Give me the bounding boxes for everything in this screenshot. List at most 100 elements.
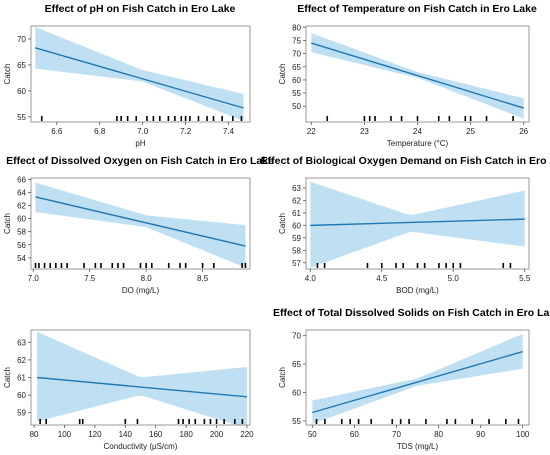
y-tick-label: 60 [17, 215, 26, 224]
y-tick-label: 60 [292, 221, 301, 230]
x-tick-label: 80 [30, 430, 39, 439]
x-tick-label: 100 [516, 430, 530, 439]
y-tick-label: 54 [17, 254, 26, 263]
x-axis-label: TDS (mg/L) [397, 442, 439, 451]
x-tick-label: 4.0 [305, 274, 317, 283]
y-tick-label: 60 [17, 87, 26, 96]
y-tick-label: 65 [292, 63, 301, 72]
y-tick-label: 70 [292, 332, 301, 341]
x-tick-label: 4.5 [376, 274, 388, 283]
x-tick-label: 80 [434, 430, 443, 439]
x-tick-label: 6.6 [51, 127, 63, 136]
y-tick-label: 58 [17, 228, 26, 237]
x-tick-label: 140 [119, 430, 133, 439]
y-tick-label: 55 [292, 417, 301, 426]
confidence-band [37, 331, 247, 425]
x-tick-label: 7.5 [84, 274, 96, 283]
confidence-band [312, 333, 523, 424]
panel-title: Effect of Dissolved Oxygen on Fish Catch… [6, 155, 274, 167]
y-tick-label: 70 [292, 50, 301, 59]
y-tick-label: 64 [17, 188, 26, 197]
x-tick-label: 22 [307, 127, 316, 136]
y-tick-label: 80 [292, 23, 301, 32]
confidence-band [35, 27, 244, 121]
chart-panel: Effect of Biological Oxygen Demand on Fi… [261, 155, 550, 295]
y-tick-label: 55 [17, 113, 26, 122]
y-tick-label: 65 [17, 61, 26, 70]
x-tick-label: 7.0 [137, 127, 149, 136]
x-tick-label: 5.5 [519, 274, 531, 283]
y-tick-label: 59 [292, 234, 301, 243]
x-tick-label: 23 [360, 127, 369, 136]
y-axis-label: Catch [278, 213, 287, 234]
panel-title: Effect of Total Dissolved Solids on Fish… [273, 307, 550, 319]
x-tick-label: 8.0 [141, 274, 153, 283]
x-tick-label: 180 [179, 430, 193, 439]
panel-title: Effect of Temperature on Fish Catch in E… [297, 3, 537, 15]
y-axis-label: Catch [3, 367, 12, 388]
y-tick-label: 62 [292, 196, 301, 205]
x-tick-label: 60 [350, 430, 359, 439]
y-axis-label: Catch [278, 64, 287, 85]
fit-line [310, 218, 525, 227]
y-tick-label: 58 [292, 246, 301, 255]
y-tick-label: 62 [17, 201, 26, 210]
plot-frame [30, 177, 251, 270]
fit-line [35, 47, 244, 109]
plot-frame [305, 329, 530, 426]
y-tick-label: 60 [17, 391, 26, 400]
plot-frame [305, 177, 530, 270]
x-tick-label: 6.8 [94, 127, 106, 136]
panel-title: Effect of Biological Oxygen Demand on Fi… [261, 155, 550, 167]
x-axis-label: Conductivity (µS/cm) [104, 442, 178, 451]
chart-panel: 80 100 120 140 160 180 200 220 59 60 61 62 63 Conduct… [3, 329, 254, 451]
plot-frame [30, 25, 251, 123]
y-tick-label: 56 [17, 241, 26, 250]
fit-line [311, 42, 524, 109]
y-tick-label: 55 [292, 89, 301, 98]
x-tick-label: 7.2 [180, 127, 192, 136]
y-axis-label: Catch [278, 367, 287, 388]
x-axis-label: pH [135, 139, 145, 148]
x-tick-label: 25 [466, 127, 475, 136]
y-tick-label: 57 [292, 259, 301, 268]
fit-line [37, 376, 248, 398]
chart-panel: Effect of Total Dissolved Solids on Fish… [273, 307, 550, 451]
x-axis-label: Temperature (°C) [387, 139, 449, 148]
y-tick-label: 75 [292, 36, 301, 45]
x-tick-label: 7.4 [223, 127, 235, 136]
y-tick-label: 60 [292, 389, 301, 398]
x-tick-label: 26 [519, 127, 528, 136]
chart-panel: Effect of Temperature on Fish Catch in E… [278, 3, 537, 148]
x-tick-label: 5.0 [448, 274, 460, 283]
y-tick-label: 62 [17, 356, 26, 365]
y-tick-label: 61 [292, 209, 301, 218]
x-tick-label: 90 [476, 430, 485, 439]
fit-line [35, 196, 246, 247]
y-axis-label: Catch [3, 213, 12, 234]
x-tick-label: 100 [58, 430, 72, 439]
x-axis-label: DO (mg/L) [122, 286, 160, 295]
x-tick-label: 7.0 [28, 274, 40, 283]
y-tick-label: 70 [17, 35, 26, 44]
x-tick-label: 200 [210, 430, 224, 439]
x-tick-label: 24 [413, 127, 422, 136]
chart-panel: Effect of Dissolved Oxygen on Fish Catch… [3, 155, 274, 295]
y-tick-label: 65 [292, 360, 301, 369]
fit-line [312, 350, 523, 414]
confidence-band [310, 181, 525, 268]
y-tick-label: 60 [292, 76, 301, 85]
x-tick-label: 120 [88, 430, 102, 439]
y-tick-label: 66 [17, 175, 26, 184]
x-tick-label: 220 [240, 430, 254, 439]
x-tick-label: 50 [308, 430, 317, 439]
y-tick-label: 59 [17, 409, 26, 418]
y-tick-label: 61 [17, 374, 26, 383]
x-tick-label: 70 [392, 430, 401, 439]
chart-panel: Effect of pH on Fish Catch in Ero Lake 6.… [3, 3, 251, 148]
x-axis-label: BOD (mg/L) [396, 286, 439, 295]
panel-title: Effect of pH on Fish Catch in Ero Lake [45, 3, 236, 15]
y-tick-label: 63 [292, 184, 301, 193]
y-axis-label: Catch [3, 64, 12, 85]
